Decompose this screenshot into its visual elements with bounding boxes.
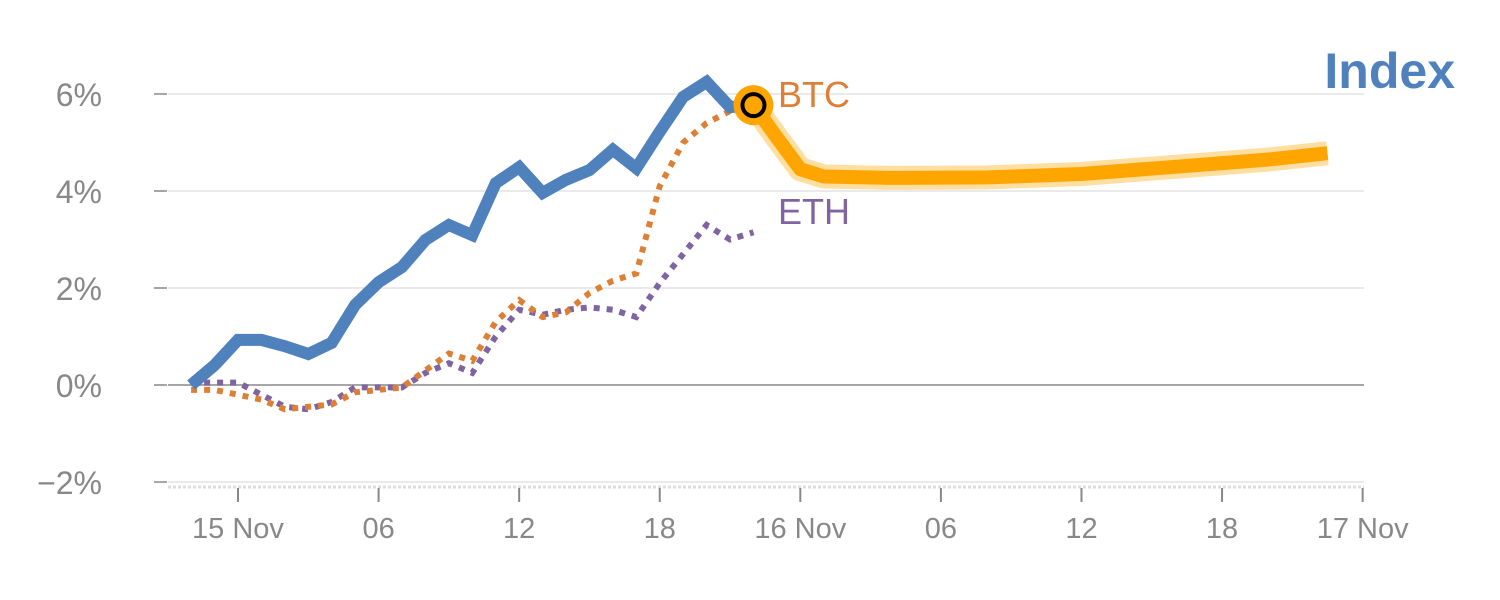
x-axis: 15 Nov 06 12 18 16 Nov 06 12 18 17 Nov xyxy=(168,485,1409,545)
index-line xyxy=(187,74,754,390)
x-tick-label: 12 xyxy=(1065,513,1097,545)
x-tick-label: 18 xyxy=(1206,513,1238,545)
series-group xyxy=(187,74,1329,413)
eth-label: ETH xyxy=(778,191,850,232)
y-tick-label: 2% xyxy=(56,271,102,307)
y-axis: 6% 4% 2% 0% −2% xyxy=(37,77,167,501)
x-tick-label: 06 xyxy=(925,513,957,545)
chart-title: Index xyxy=(1324,43,1455,99)
x-tick-label: 12 xyxy=(503,513,535,545)
grid xyxy=(168,93,1364,483)
y-tick-label: −2% xyxy=(37,465,102,501)
y-tick-label: 0% xyxy=(56,368,102,404)
y-tick-label: 6% xyxy=(56,77,102,113)
x-tick-label: 18 xyxy=(644,513,676,545)
x-tick-label: 16 Nov xyxy=(754,513,846,545)
current-point-marker xyxy=(740,92,767,119)
btc-line xyxy=(191,102,755,413)
x-tick-label: 17 Nov xyxy=(1317,513,1409,545)
btc-label: BTC xyxy=(778,74,850,115)
y-tick-label: 4% xyxy=(56,174,102,210)
forecast-line xyxy=(747,101,1329,185)
x-tick-label: 15 Nov xyxy=(192,513,284,545)
eth-line xyxy=(191,221,755,413)
x-tick-label: 06 xyxy=(362,513,394,545)
